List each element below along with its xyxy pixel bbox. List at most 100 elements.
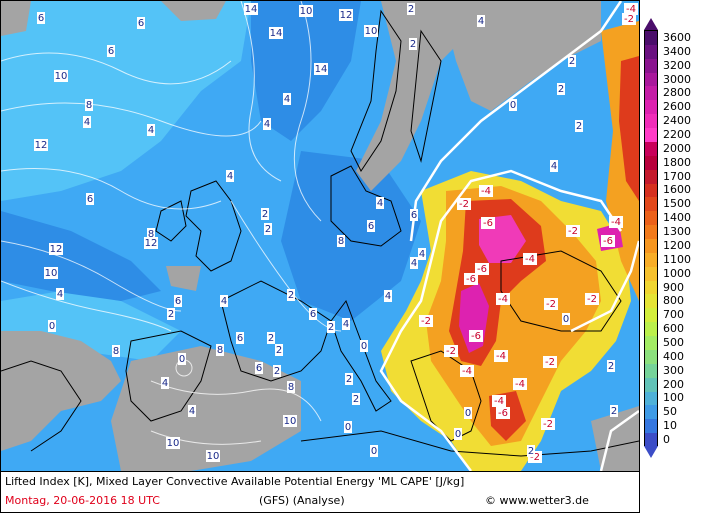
lifted-index-label: 12	[340, 10, 353, 21]
scale-label: 2800	[663, 86, 691, 100]
scale-swatch	[645, 336, 657, 351]
grey-land-area	[1, 1, 31, 36]
lifted-index-label: 6	[138, 18, 144, 29]
label-background	[226, 170, 234, 182]
label-background	[509, 99, 517, 111]
lifted-index-label: 12	[145, 238, 158, 249]
lifted-index-label: 6	[237, 333, 243, 344]
label-background	[492, 395, 506, 407]
lifted-index-label: -4	[498, 294, 508, 305]
grey-land-area	[166, 266, 201, 291]
label-background	[557, 83, 565, 95]
lifted-index-label: -2	[587, 294, 597, 305]
label-background	[269, 27, 283, 39]
credit-link[interactable]: © www.wetter3.de	[485, 494, 589, 507]
scale-label: 1600	[663, 183, 691, 197]
scale-label: 3200	[663, 58, 691, 72]
lifted-index-label: -4	[515, 379, 525, 390]
label-background	[327, 321, 335, 333]
label-background	[188, 405, 196, 417]
label-background	[56, 288, 64, 300]
label-background	[624, 3, 638, 15]
scale-swatch	[645, 86, 657, 101]
lifted-index-label: -4	[626, 4, 636, 15]
lifted-index-label: 4	[264, 119, 270, 130]
scale-swatch	[645, 128, 657, 143]
scale-swatch	[645, 391, 657, 406]
lifted-index-label: 0	[179, 354, 185, 365]
scale-label: 1700	[663, 169, 691, 183]
scale-swatch	[645, 72, 657, 87]
lifted-index-label: 10	[167, 438, 180, 449]
scale-swatch	[645, 294, 657, 309]
lifted-index-label: -4	[494, 396, 504, 407]
lifted-index-label: -2	[545, 357, 555, 368]
label-background	[314, 63, 328, 75]
lifted-index-label: 4	[148, 125, 154, 136]
lifted-index-label: -2	[446, 346, 456, 357]
label-background	[267, 332, 275, 344]
lifted-index-label: 10	[45, 268, 58, 279]
lifted-index-label: 2	[168, 309, 174, 320]
lifted-index-label: 2	[276, 345, 282, 356]
lifted-index-label: 8	[288, 382, 294, 393]
scale-cap-top-icon	[644, 18, 658, 30]
label-background	[496, 293, 510, 305]
lifted-index-label: -6	[483, 218, 493, 229]
scale-bar	[644, 30, 658, 448]
lifted-index-label: 12	[50, 244, 63, 255]
label-background	[376, 197, 384, 209]
scale-swatch	[645, 419, 657, 434]
label-background	[410, 209, 418, 221]
lifted-index-label: 10	[365, 26, 378, 37]
label-background	[339, 9, 353, 21]
lifted-index-label: -4	[462, 366, 472, 377]
lifted-index-label: 10	[207, 451, 220, 462]
lifted-index-label: 2	[262, 209, 268, 220]
lifted-index-label: 10	[55, 71, 68, 82]
label-background	[479, 185, 493, 197]
lifted-index-label: 4	[189, 406, 195, 417]
lifted-index-label: -2	[543, 419, 553, 430]
lifted-index-label: 4	[411, 258, 417, 269]
lifted-index-label: -2	[546, 299, 556, 310]
scale-swatch	[645, 197, 657, 212]
lifted-index-label: 4	[551, 161, 557, 172]
grey-land-area	[591, 406, 639, 471]
scale-label: 600	[663, 322, 684, 336]
label-background	[220, 295, 228, 307]
scale-swatch	[645, 433, 657, 448]
label-background	[494, 350, 508, 362]
scale-swatch	[645, 141, 657, 157]
label-background	[54, 70, 68, 82]
scale-swatch	[645, 44, 657, 60]
lifted-index-label: 2	[408, 4, 414, 15]
model-name: (GFS) (Analyse)	[259, 494, 345, 507]
label-background	[44, 267, 58, 279]
lifted-index-label: 4	[419, 249, 425, 260]
lifted-index-label: 6	[411, 210, 417, 221]
scale-swatch	[645, 252, 657, 268]
label-background	[83, 116, 91, 128]
lifted-index-label: 4	[57, 289, 63, 300]
lifted-index-label: -4	[481, 186, 491, 197]
label-background	[287, 289, 295, 301]
scale-swatch	[645, 114, 657, 129]
label-background	[178, 353, 186, 365]
lifted-index-contours	[1, 1, 342, 445]
map-title: Lifted Index [K], Mixed Layer Convective…	[5, 475, 465, 488]
map-footer: Lifted Index [K], Mixed Layer Convective…	[0, 472, 640, 513]
label-background	[112, 345, 120, 357]
lifted-index-label: 8	[338, 236, 344, 247]
lifted-index-label: 0	[371, 446, 377, 457]
label-background	[283, 93, 291, 105]
label-background	[107, 45, 115, 57]
lifted-index-label: 10	[284, 416, 297, 427]
label-background	[464, 407, 472, 419]
lifted-index-label: 2	[346, 374, 352, 385]
scale-swatch	[645, 363, 657, 379]
lifted-index-label: 0	[345, 422, 351, 433]
lifted-index-label: 0	[465, 408, 471, 419]
lifted-index-label: 8	[113, 346, 119, 357]
lifted-index-label: -4	[611, 217, 621, 228]
